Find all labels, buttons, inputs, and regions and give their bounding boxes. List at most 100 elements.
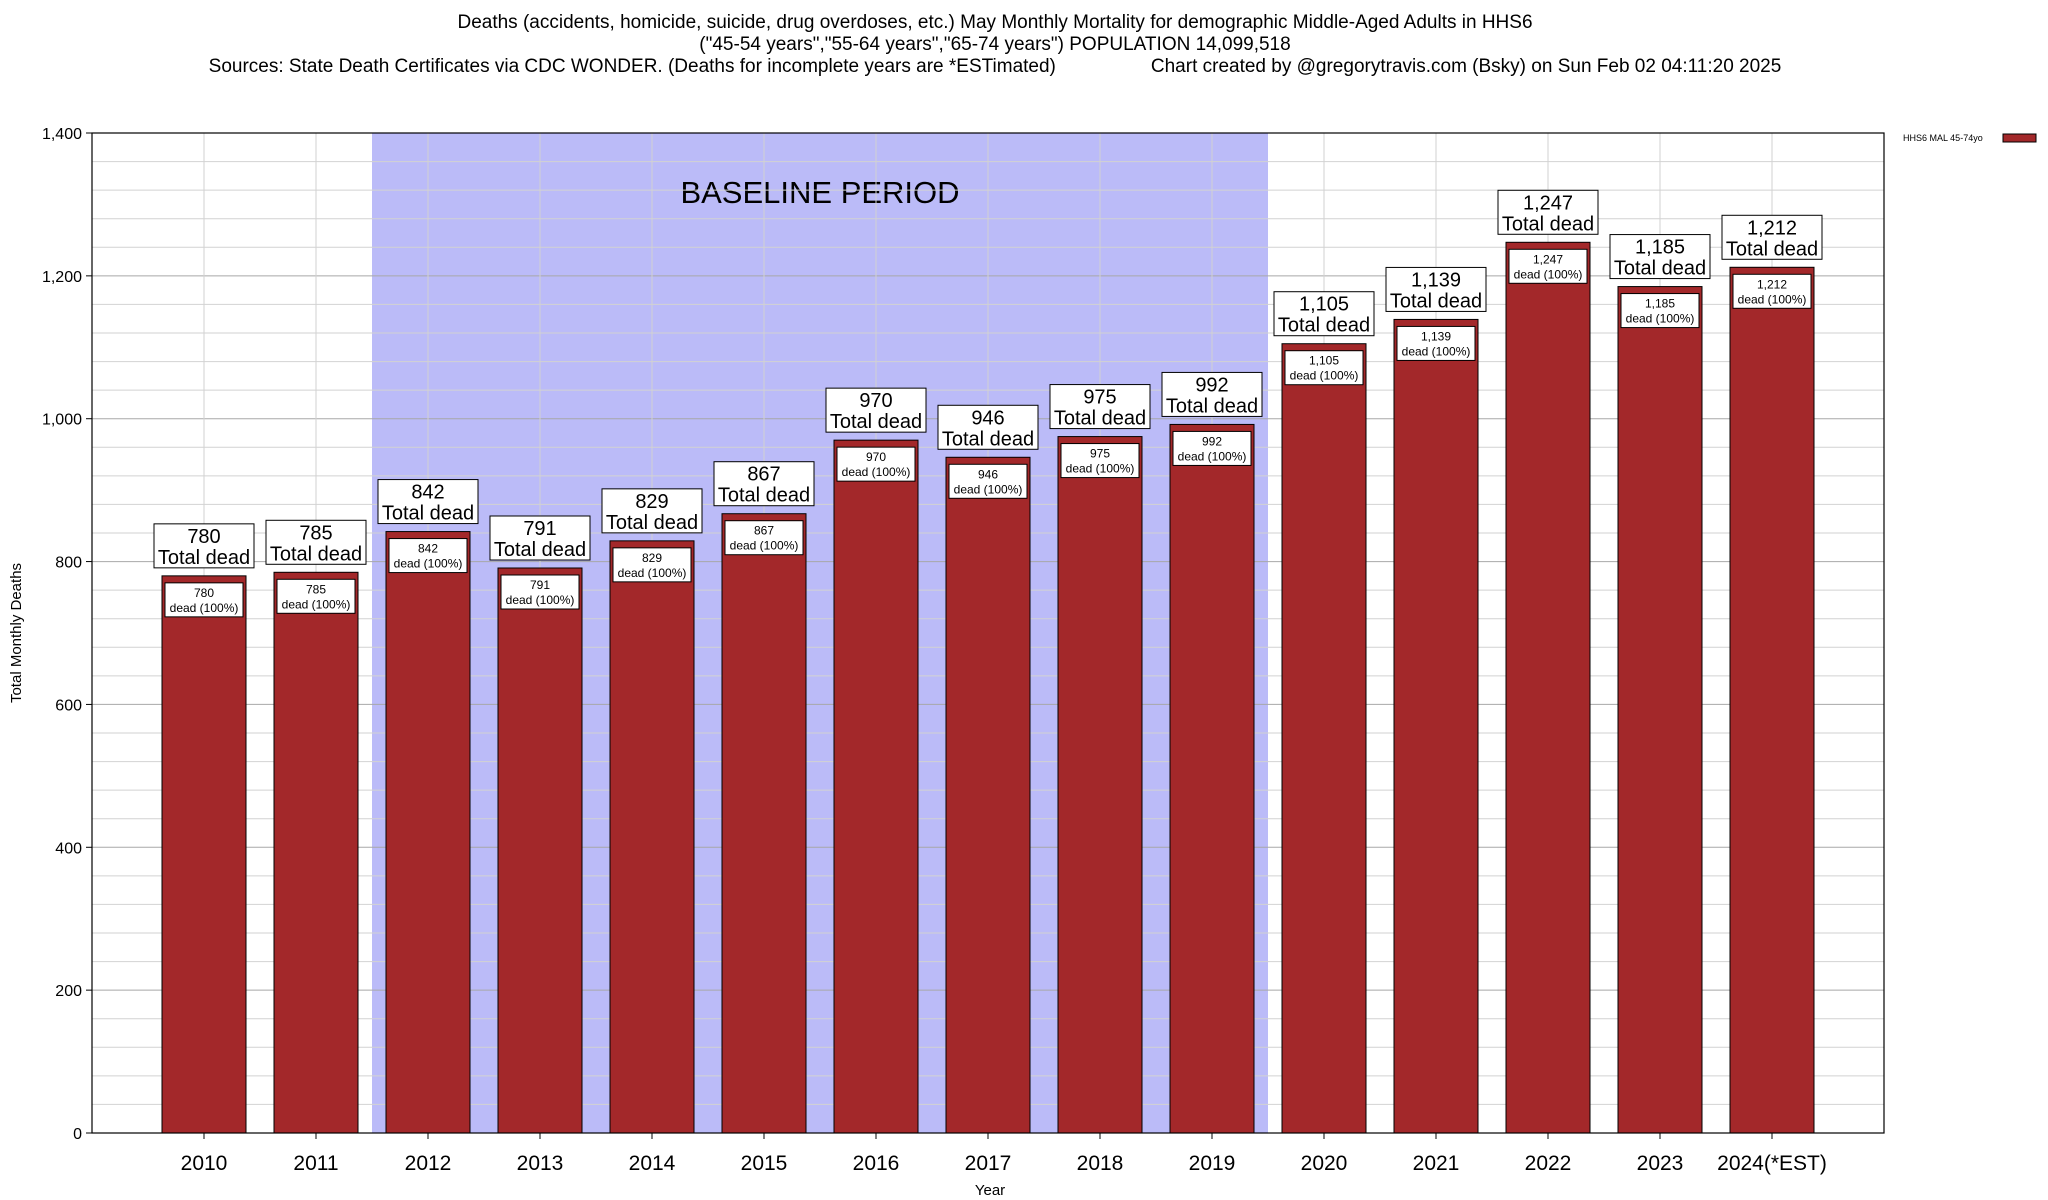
inner-dead-label: dead (100%): [1514, 267, 1583, 281]
total-label-box: [1273, 291, 1375, 337]
x-tick-label: 2018: [1077, 1152, 1124, 1175]
total-dead-label: Total dead: [1390, 290, 1482, 312]
y-tick-label: 0: [73, 1126, 82, 1143]
total-value-label: 829: [635, 491, 668, 513]
x-tick-label: 2019: [1189, 1152, 1236, 1175]
inner-label-box: [1060, 443, 1140, 479]
inner-value-label: 970: [866, 450, 886, 464]
total-label-box: [489, 515, 591, 561]
chart-title: Deaths (accidents, homicide, suicide, dr…: [0, 12, 1990, 78]
bar: [273, 571, 359, 1134]
total-label-box: [153, 523, 255, 569]
total-dead-label: Total dead: [606, 512, 698, 534]
total-label-box: [937, 404, 1039, 450]
inner-value-label: 1,212: [1757, 277, 1787, 291]
y-tick-label: 1,400: [42, 126, 82, 143]
legend-swatch: [2002, 133, 2037, 143]
inner-label-box: [1284, 350, 1364, 386]
total-label-box: [1497, 189, 1599, 235]
total-value-label: 992: [1195, 374, 1228, 396]
x-tick-label: 2011: [293, 1152, 338, 1175]
total-value-label: 785: [299, 522, 332, 544]
bar: [385, 531, 471, 1134]
bar: [497, 567, 583, 1134]
inner-value-label: 785: [306, 582, 326, 596]
inner-label-box: [948, 463, 1028, 499]
inner-dead-label: dead (100%): [842, 465, 911, 479]
bar: [161, 575, 247, 1134]
inner-label-box: [612, 547, 692, 583]
plot-border: [91, 132, 1885, 1134]
total-dead-label: Total dead: [1502, 213, 1594, 235]
total-dead-label: Total dead: [830, 411, 922, 433]
inner-dead-label: dead (100%): [730, 539, 799, 553]
x-tick-label: 2022: [1525, 1152, 1572, 1175]
total-dead-label: Total dead: [1054, 408, 1146, 430]
bar: [721, 513, 807, 1134]
inner-label-box: [836, 446, 916, 482]
total-value-label: 1,139: [1411, 269, 1461, 291]
y-tick-label: 200: [55, 983, 82, 1000]
total-dead-label: Total dead: [1614, 258, 1706, 280]
total-value-label: 970: [859, 390, 892, 412]
total-value-label: 1,247: [1523, 192, 1573, 214]
inner-value-label: 780: [194, 586, 214, 600]
inner-dead-label: dead (100%): [170, 601, 239, 615]
inner-value-label: 992: [1202, 434, 1222, 448]
inner-value-label: 867: [754, 524, 774, 538]
total-value-label: 975: [1083, 387, 1116, 409]
inner-dead-label: dead (100%): [282, 597, 351, 611]
y-tick-label: 800: [55, 555, 82, 572]
bar: [1393, 318, 1479, 1134]
inner-value-label: 791: [530, 578, 550, 592]
total-label-box: [265, 519, 367, 565]
inner-dead-label: dead (100%): [1178, 449, 1247, 463]
y-tick-label: 1,000: [42, 412, 82, 429]
x-tick-label: 2012: [405, 1152, 452, 1175]
bar: [1281, 343, 1367, 1134]
inner-label-box: [1172, 430, 1252, 466]
x-tick-label: 2017: [965, 1152, 1012, 1175]
total-dead-label: Total dead: [494, 539, 586, 561]
inner-dead-label: dead (100%): [1066, 462, 1135, 476]
inner-value-label: 1,105: [1309, 354, 1339, 368]
inner-dead-label: dead (100%): [1738, 292, 1807, 306]
total-value-label: 946: [971, 407, 1004, 429]
inner-label-box: [388, 538, 468, 574]
x-tick-label: 2020: [1301, 1152, 1348, 1175]
total-label-box: [1049, 384, 1151, 430]
total-label-box: [1609, 234, 1711, 280]
inner-label-box: [276, 578, 356, 614]
inner-label-box: [1396, 325, 1476, 361]
inner-dead-label: dead (100%): [618, 566, 687, 580]
total-label-box: [1721, 214, 1823, 260]
total-value-label: 780: [187, 526, 220, 548]
total-value-label: 842: [411, 482, 444, 504]
total-dead-label: Total dead: [1726, 238, 1818, 260]
total-dead-label: Total dead: [942, 428, 1034, 450]
x-tick-label: 2021: [1413, 1152, 1460, 1175]
x-tick-label: 2013: [517, 1152, 564, 1175]
total-dead-label: Total dead: [718, 485, 810, 507]
x-tick-label: 2014: [629, 1152, 676, 1175]
inner-dead-label: dead (100%): [1290, 369, 1359, 383]
y-tick-label: 600: [55, 697, 82, 714]
bar: [833, 439, 919, 1134]
bar: [945, 456, 1031, 1134]
x-tick-label: 2023: [1637, 1152, 1684, 1175]
inner-value-label: 1,247: [1533, 252, 1563, 266]
total-label-box: [1385, 266, 1487, 312]
inner-value-label: 975: [1090, 447, 1110, 461]
total-value-label: 1,212: [1747, 217, 1797, 239]
inner-value-label: 1,139: [1421, 329, 1451, 343]
total-value-label: 791: [523, 518, 556, 540]
inner-value-label: 829: [642, 551, 662, 565]
inner-dead-label: dead (100%): [1626, 312, 1695, 326]
inner-label-box: [164, 582, 244, 618]
inner-label-box: [724, 520, 804, 556]
y-tick-label: 1,200: [42, 269, 82, 286]
inner-value-label: 1,185: [1645, 297, 1675, 311]
baseline-period-label: BASELINE PERIOD: [680, 175, 959, 210]
total-value-label: 1,185: [1635, 237, 1685, 259]
